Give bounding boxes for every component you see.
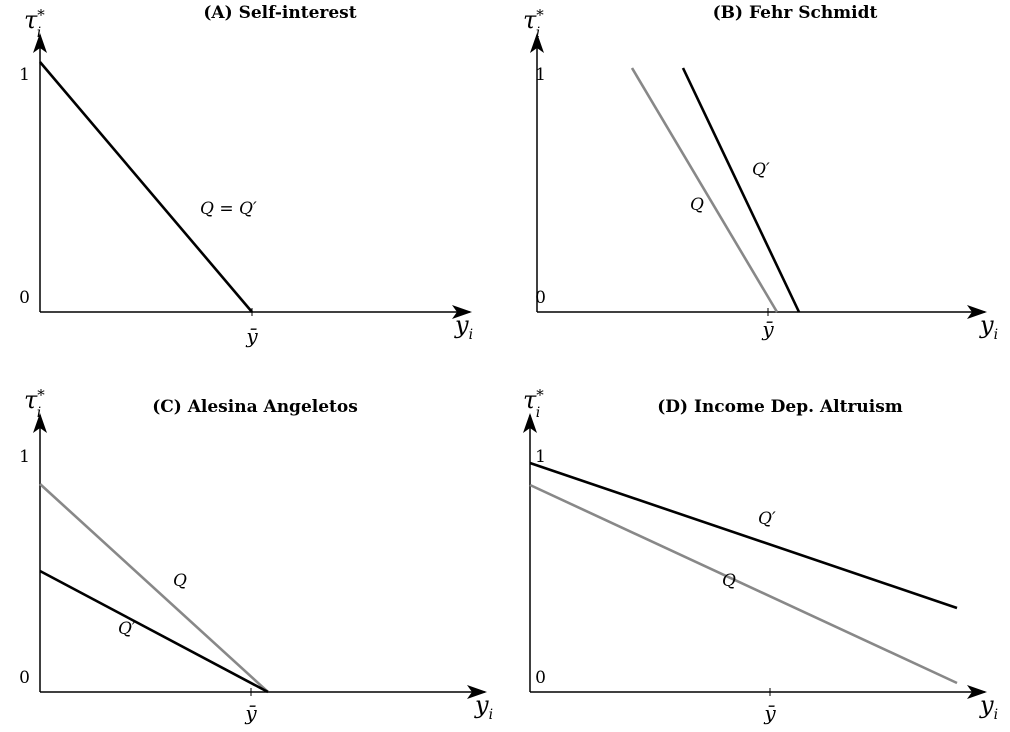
curve <box>39 61 253 313</box>
y-axis-superscript: * <box>536 386 544 404</box>
x-axis-subscript: i <box>994 327 998 343</box>
x-axis-subscript: i <box>489 707 493 723</box>
y-axis-label: τ* i <box>24 386 45 421</box>
y-axis-subscript: i <box>536 405 540 421</box>
x-axis-symbol: y <box>474 691 489 719</box>
y-tick-label: 0 <box>535 288 546 308</box>
x-axis-subscript: i <box>469 327 473 343</box>
y-tick-label: 1 <box>535 447 546 467</box>
y-axis-label: τ* i <box>523 386 544 421</box>
y-axis-superscript: * <box>37 386 45 404</box>
curve-label: Q′ <box>118 619 136 639</box>
x-axis-subscript: i <box>994 707 998 723</box>
panel-title: (C) Alesina Angeletos <box>152 397 358 417</box>
y-axis-subscript: i <box>536 25 540 41</box>
curve <box>630 67 779 313</box>
curve <box>39 569 269 694</box>
y-axis-symbol: τ <box>523 386 537 414</box>
x-tick-label: ȳ <box>244 701 257 725</box>
y-axis-superscript: * <box>37 6 45 24</box>
curve-label: Q = Q′ <box>200 199 257 219</box>
x-axis-label: yi <box>454 311 473 343</box>
y-axis-symbol: τ <box>24 6 38 34</box>
x-tick-label: ȳ <box>761 317 774 341</box>
curve <box>529 483 958 685</box>
y-axis-superscript: * <box>536 6 544 24</box>
x-axis-symbol: y <box>454 311 469 339</box>
x-axis-symbol: y <box>979 691 994 719</box>
y-tick-label: 1 <box>19 447 30 467</box>
x-axis-label: yi <box>474 691 493 723</box>
curve <box>681 67 801 313</box>
curve-label: Q <box>173 571 187 591</box>
panel-title: (B) Fehr Schmidt <box>713 3 878 23</box>
y-axis-label: τ* i <box>523 6 544 41</box>
y-axis-symbol: τ <box>24 386 38 414</box>
x-axis-label: yi <box>979 691 998 723</box>
x-axis-label: yi <box>979 311 998 343</box>
curve-label: Q′ <box>758 509 776 529</box>
y-axis-label: τ* i <box>24 6 45 41</box>
panel-title: (D) Income Dep. Altruism <box>657 397 903 417</box>
curve-label: Q <box>690 195 704 215</box>
curve-label: Q′ <box>752 160 770 180</box>
y-tick-label: 1 <box>19 65 30 85</box>
y-tick-label: 1 <box>535 65 546 85</box>
x-tick-label: ȳ <box>763 701 776 725</box>
y-tick-label: 0 <box>535 668 546 688</box>
y-tick-label: 0 <box>19 668 30 688</box>
x-axis-symbol: y <box>979 311 994 339</box>
y-axis-subscript: i <box>37 25 41 41</box>
panel-title: (A) Self-interest <box>203 3 356 23</box>
y-tick-label: 0 <box>19 288 30 308</box>
y-axis-subscript: i <box>37 405 41 421</box>
x-tick-label: ȳ <box>245 324 258 348</box>
curve <box>39 483 269 693</box>
curve-label: Q <box>722 571 736 591</box>
y-axis-symbol: τ <box>523 6 537 34</box>
curve <box>529 461 958 610</box>
